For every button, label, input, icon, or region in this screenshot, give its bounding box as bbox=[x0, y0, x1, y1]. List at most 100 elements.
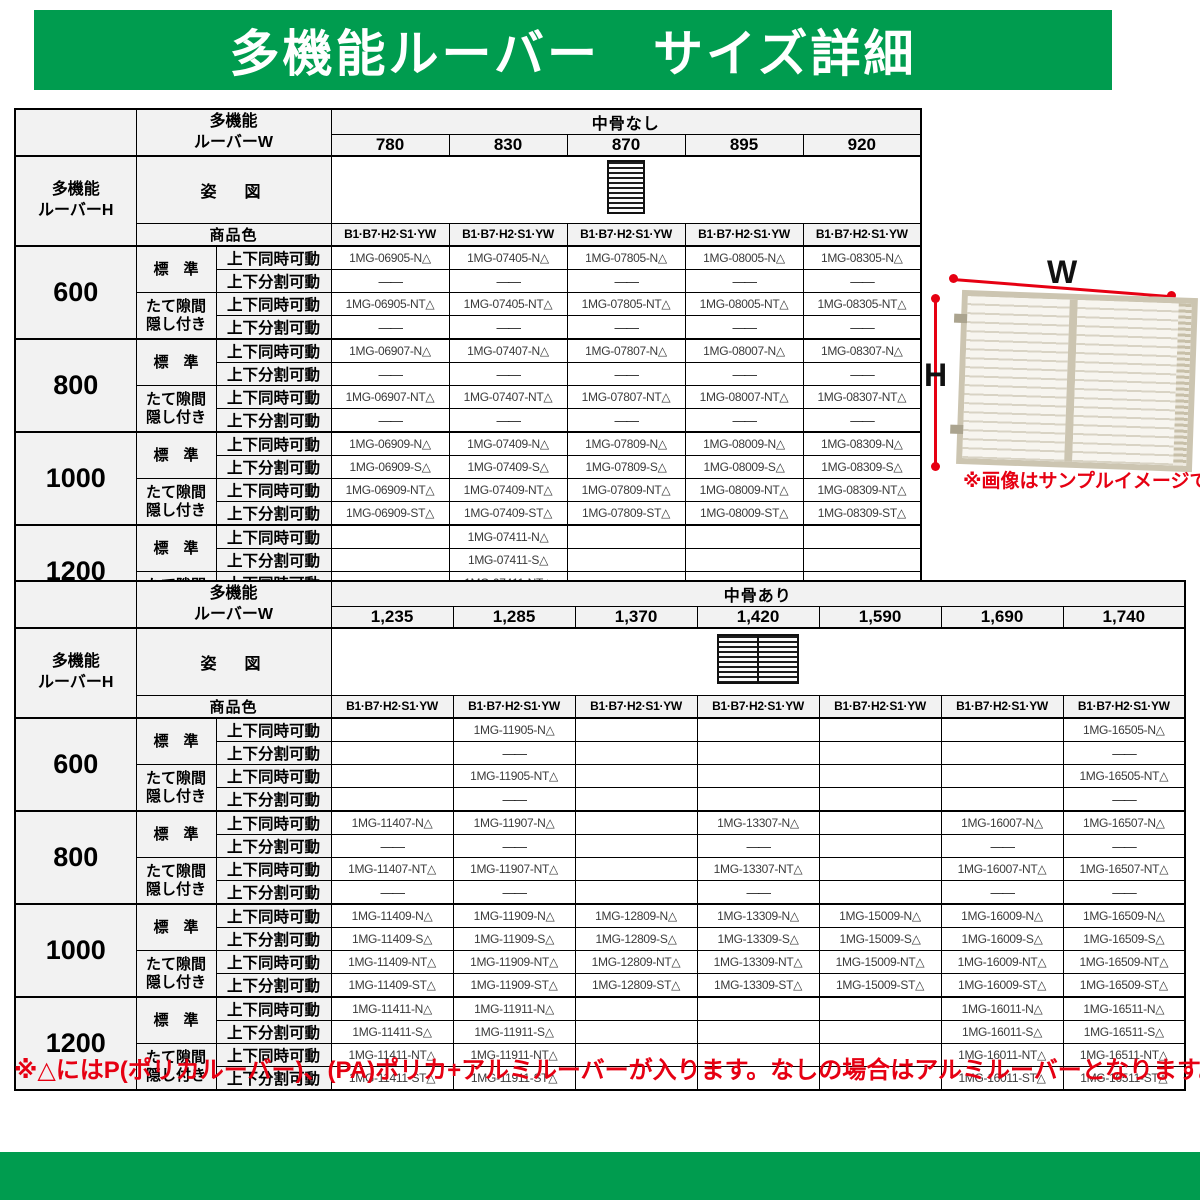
dash-cell: —— bbox=[330, 315, 450, 340]
product-code-cell: 1MG-08009-ST△ bbox=[684, 501, 804, 526]
movement-label: 上下分割可動 bbox=[215, 1020, 332, 1044]
empty-cell bbox=[684, 524, 804, 549]
product-code-cell: 1MG-11911-S△ bbox=[452, 1020, 576, 1044]
empty-cell bbox=[574, 1066, 698, 1091]
louver-leaf-right bbox=[1071, 299, 1179, 466]
empty-cell bbox=[818, 834, 942, 858]
empty-cell bbox=[574, 834, 698, 858]
gap-line1: たて隙間 bbox=[145, 955, 206, 973]
movement-label: 上下同時可動 bbox=[215, 338, 332, 363]
color-codes-cell: B1·B7·H2·S1·YW bbox=[574, 694, 698, 719]
product-code-cell: 1MG-16509-N△ bbox=[1062, 903, 1186, 928]
empty-cell bbox=[802, 548, 922, 572]
product-code-cell: 1MG-11905-N△ bbox=[452, 717, 576, 742]
louver-h-header: 多機能 ルーバーH bbox=[14, 155, 137, 247]
dash-cell: —— bbox=[452, 834, 576, 858]
product-code-cell: 1MG-16511-NT△ bbox=[1062, 1043, 1186, 1067]
dash-cell: —— bbox=[696, 880, 820, 905]
empty-cell bbox=[574, 717, 698, 742]
movement-label: 上下同時可動 bbox=[215, 764, 332, 788]
product-code-cell: 1MG-07407-N△ bbox=[448, 338, 568, 363]
type-standard-label: 標 準 bbox=[135, 245, 217, 293]
page-title: 多機能ルーバー サイズ詳細 bbox=[229, 26, 917, 82]
color-codes-cell: B1·B7·H2·S1·YW bbox=[330, 222, 450, 247]
product-code-cell: 1MG-11911-ST△ bbox=[452, 1066, 576, 1091]
dash-cell: —— bbox=[802, 269, 922, 293]
series-header: 中骨あり bbox=[330, 580, 1186, 607]
empty-cell bbox=[696, 996, 820, 1021]
product-code-cell: 1MG-11909-NT△ bbox=[452, 950, 576, 974]
product-code-cell: 1MG-16511-N△ bbox=[1062, 996, 1186, 1021]
footer-bar bbox=[0, 1152, 1200, 1200]
color-codes-cell: B1·B7·H2·S1·YW bbox=[802, 222, 922, 247]
product-color-label: 商品色 bbox=[135, 222, 332, 247]
width-header: 1,690 bbox=[940, 606, 1064, 629]
product-code-cell: 1MG-16011-N△ bbox=[940, 996, 1064, 1021]
product-code-cell: 1MG-11407-NT△ bbox=[330, 857, 454, 881]
h-dimension-label: H bbox=[924, 357, 948, 393]
louver-w-line1: 多機能 bbox=[209, 112, 258, 130]
product-code-cell: 1MG-13309-N△ bbox=[696, 903, 820, 928]
product-code-cell: 1MG-07805-N△ bbox=[566, 245, 686, 270]
empty-cell bbox=[574, 880, 698, 905]
gap-line2: 隠し付き bbox=[145, 501, 206, 519]
type-gap-label: たて隙間隠し付き bbox=[135, 1043, 217, 1091]
title-bar: 多機能ルーバー サイズ詳細 bbox=[34, 10, 1112, 90]
empty-cell bbox=[566, 524, 686, 549]
movement-label: 上下同時可動 bbox=[215, 996, 332, 1021]
type-standard-label: 標 準 bbox=[135, 338, 217, 386]
movement-label: 上下同時可動 bbox=[215, 1043, 332, 1067]
product-code-cell: 1MG-11911-NT△ bbox=[452, 1043, 576, 1067]
product-code-cell: 1MG-13309-NT△ bbox=[696, 950, 820, 974]
product-code-cell: 1MG-07409-NT△ bbox=[448, 478, 568, 502]
width-header: 920 bbox=[802, 134, 922, 157]
empty-cell bbox=[330, 524, 450, 549]
product-code-cell: 1MG-16507-NT△ bbox=[1062, 857, 1186, 881]
product-code-cell: 1MG-16009-ST△ bbox=[940, 973, 1064, 998]
height-label: 1200 bbox=[14, 996, 137, 1091]
dash-cell: —— bbox=[330, 408, 450, 433]
product-code-cell: 1MG-11409-NT△ bbox=[330, 950, 454, 974]
dash-cell: —— bbox=[452, 880, 576, 905]
dash-cell: —— bbox=[802, 315, 922, 340]
h-dimension-line bbox=[934, 300, 937, 465]
empty-cell bbox=[940, 787, 1064, 812]
sample-image-caption: ※画像はサンプルイメージです。 bbox=[963, 471, 1200, 492]
movement-label: 上下分割可動 bbox=[215, 741, 332, 765]
product-code-cell: 1MG-08307-N△ bbox=[802, 338, 922, 363]
dash-cell: —— bbox=[330, 834, 454, 858]
product-code-cell: 1MG-08005-N△ bbox=[684, 245, 804, 270]
dash-cell: —— bbox=[1062, 741, 1186, 765]
empty-cell bbox=[574, 996, 698, 1021]
product-code-cell: 1MG-07809-S△ bbox=[566, 455, 686, 479]
dimension-dot bbox=[931, 462, 940, 471]
corner-cell bbox=[14, 580, 137, 629]
height-label: 1000 bbox=[14, 903, 137, 998]
product-code-cell: 1MG-08309-N△ bbox=[802, 431, 922, 456]
height-label: 800 bbox=[14, 810, 137, 905]
product-code-cell: 1MG-11411-N△ bbox=[330, 996, 454, 1021]
product-code-cell: 1MG-16007-NT△ bbox=[940, 857, 1064, 881]
product-code-cell: 1MG-08009-S△ bbox=[684, 455, 804, 479]
product-code-cell: 1MG-07807-N△ bbox=[566, 338, 686, 363]
hinge-tab bbox=[953, 313, 968, 324]
type-gap-label: たて隙間隠し付き bbox=[135, 292, 217, 340]
product-code-cell: 1MG-07411-S△ bbox=[448, 548, 568, 572]
product-code-cell: 1MG-08309-S△ bbox=[802, 455, 922, 479]
color-codes-cell: B1·B7·H2·S1·YW bbox=[330, 694, 454, 719]
movement-label: 上下分割可動 bbox=[215, 548, 332, 572]
gap-line1: たて隙間 bbox=[145, 769, 206, 787]
color-codes-cell: B1·B7·H2·S1·YW bbox=[940, 694, 1064, 719]
louver-w-line2: ルーバーW bbox=[194, 133, 273, 151]
dash-cell: —— bbox=[566, 362, 686, 386]
product-code-cell: 1MG-16505-N△ bbox=[1062, 717, 1186, 742]
empty-cell bbox=[696, 787, 820, 812]
empty-cell bbox=[818, 717, 942, 742]
empty-cell bbox=[940, 741, 1064, 765]
movement-label: 上下同時可動 bbox=[215, 292, 332, 316]
product-code-cell: 1MG-08005-NT△ bbox=[684, 292, 804, 316]
type-standard-label: 標 準 bbox=[135, 717, 217, 765]
product-code-cell: 1MG-08309-NT△ bbox=[802, 478, 922, 502]
product-code-cell: 1MG-16509-ST△ bbox=[1062, 973, 1186, 998]
